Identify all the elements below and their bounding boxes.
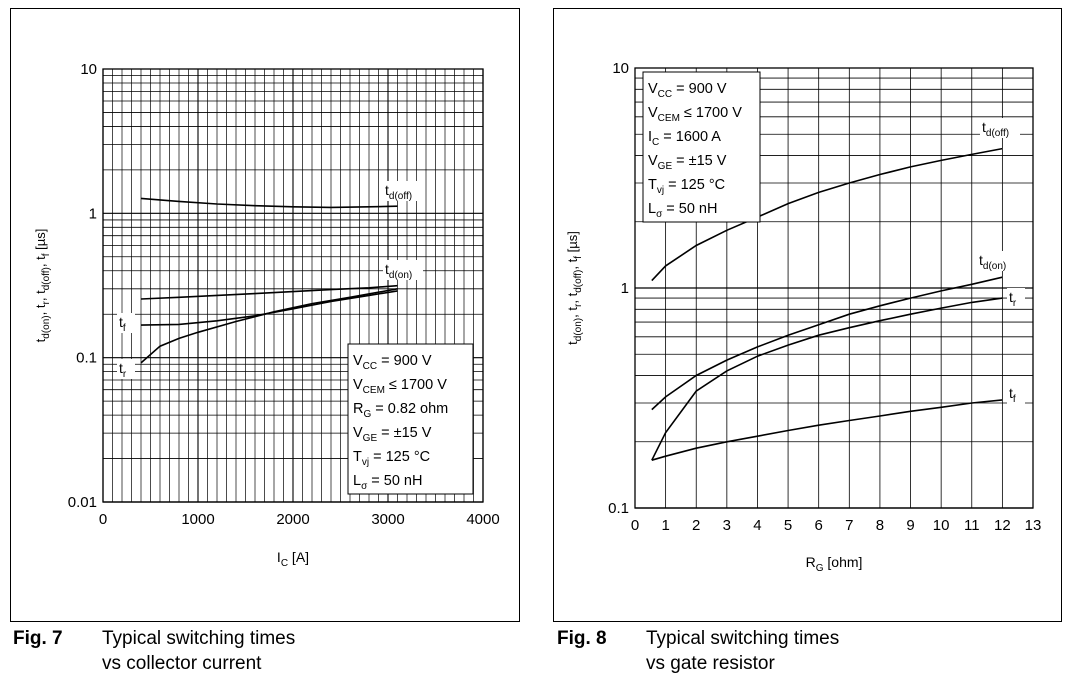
series-label-tr: tr xyxy=(119,360,127,380)
y-tick-label: 0.01 xyxy=(68,494,97,511)
series-line-tr xyxy=(651,297,1003,461)
series-label-bg xyxy=(383,260,423,280)
condition-line: Tvj = 125 °C xyxy=(648,177,725,196)
series-label-tr: tr xyxy=(1009,289,1017,309)
y-tick-label: 0.1 xyxy=(76,350,97,367)
x-tick-label: 12 xyxy=(994,517,1011,534)
series-label-bg xyxy=(117,359,135,379)
condition-line: VCC = 900 V xyxy=(648,81,727,100)
plot-frame xyxy=(634,67,1034,509)
condition-line: IC = 1600 A xyxy=(648,129,721,148)
y-tick-label: 10 xyxy=(612,60,629,77)
y-tick-label: 10 xyxy=(80,61,97,78)
condition-line: VCC = 900 V xyxy=(353,353,432,372)
condition-line: RG = 0.82 ohm xyxy=(353,401,448,420)
condition-line: VCEM ≤ 1700 V xyxy=(648,105,742,124)
series-label-tdoff: td(off) xyxy=(982,119,1009,139)
figure-8-caption-line1: Typical switching times xyxy=(646,628,840,649)
series-label-tf: tf xyxy=(119,314,126,334)
y-axis-label: td(on), tr, td(off), tf [µs] xyxy=(33,229,52,343)
x-tick-label: 5 xyxy=(784,517,792,534)
figure-7-label: Fig. 7 xyxy=(13,628,63,649)
y-axis-label: td(on), tr, td(off), tf [µs] xyxy=(565,231,584,345)
x-tick-label: 0 xyxy=(99,511,107,528)
series-label-tdon: td(on) xyxy=(385,261,412,281)
x-tick-label: 9 xyxy=(906,517,914,534)
series-label-bg xyxy=(1007,384,1025,404)
figure-8-caption: Fig. 8 Typical switching times vs gate r… xyxy=(557,626,1057,676)
x-tick-label: 7 xyxy=(845,517,853,534)
figure-7-panel: 0 1000 2000 3000 4000 0.01 0.1 1 10 IC [A] td(on),… xyxy=(10,8,520,622)
series-label-bg xyxy=(977,251,1017,271)
figure-8-label: Fig. 8 xyxy=(557,628,607,649)
figure-8-panel: 0 1 2 3 4 5 6 7 8 9 10 11 12 13 0.1 1 10 RG [ohm] td(on), … xyxy=(553,8,1062,622)
x-tick-label: 6 xyxy=(815,517,823,534)
series-label-bg xyxy=(383,181,423,201)
series-line-tr xyxy=(140,288,398,364)
figure-8-caption-line2: vs gate resistor xyxy=(646,653,775,674)
x-axis-label: IC [A] xyxy=(277,549,309,569)
x-tick-label: 13 xyxy=(1025,517,1042,534)
series-line-tdon xyxy=(651,276,1003,411)
figure-7-caption: Fig. 7 Typical switching times vs collec… xyxy=(13,626,513,676)
series-line-tdoff xyxy=(651,147,1003,282)
y-tick-label: 0.1 xyxy=(608,500,629,517)
condition-line: Lσ = 50 nH xyxy=(353,473,422,492)
grid xyxy=(102,69,484,503)
conditions-box xyxy=(347,343,474,495)
condition-line: Tvj = 125 °C xyxy=(353,449,430,468)
x-tick-label: 3 xyxy=(723,517,731,534)
x-tick-label: 8 xyxy=(876,517,884,534)
condition-line: VGE = ±15 V xyxy=(353,425,432,444)
x-tick-label: 1 xyxy=(661,517,669,534)
x-tick-label: 4 xyxy=(753,517,761,534)
chart-switching-vs-collector-current: 0 1000 2000 3000 4000 0.01 0.1 1 10 IC [A] td(on),… xyxy=(33,61,500,569)
y-tick-label: 1 xyxy=(89,205,97,222)
condition-line: VCEM ≤ 1700 V xyxy=(353,377,447,396)
series-line-tdon xyxy=(140,284,398,300)
series-label-tdon: td(on) xyxy=(979,252,1006,272)
series-label-bg xyxy=(1007,288,1025,308)
condition-line: Lσ = 50 nH xyxy=(648,201,717,220)
y-tick-label: 1 xyxy=(621,280,629,297)
conditions-box xyxy=(642,71,761,223)
plot-frame xyxy=(102,68,484,503)
series-label-bg xyxy=(980,118,1020,138)
x-tick-label: 3000 xyxy=(371,511,404,528)
series-label-bg xyxy=(117,313,135,333)
series-line-tf xyxy=(651,399,1003,461)
x-tick-label: 10 xyxy=(933,517,950,534)
x-tick-label: 4000 xyxy=(466,511,499,528)
x-tick-label: 0 xyxy=(631,517,639,534)
figure-7-caption-line1: Typical switching times xyxy=(102,628,296,649)
series-label-tdoff: td(off) xyxy=(385,182,412,202)
x-tick-label: 1000 xyxy=(181,511,214,528)
condition-line: VGE = ±15 V xyxy=(648,153,727,172)
x-tick-label: 11 xyxy=(964,517,980,534)
x-tick-label: 2000 xyxy=(276,511,309,528)
series-label-tf: tf xyxy=(1009,385,1016,405)
series-line-tdoff xyxy=(140,197,398,209)
x-tick-label: 2 xyxy=(692,517,700,534)
figure-7-caption-line2: vs collector current xyxy=(102,653,262,674)
x-axis-label: RG [ohm] xyxy=(806,554,863,574)
